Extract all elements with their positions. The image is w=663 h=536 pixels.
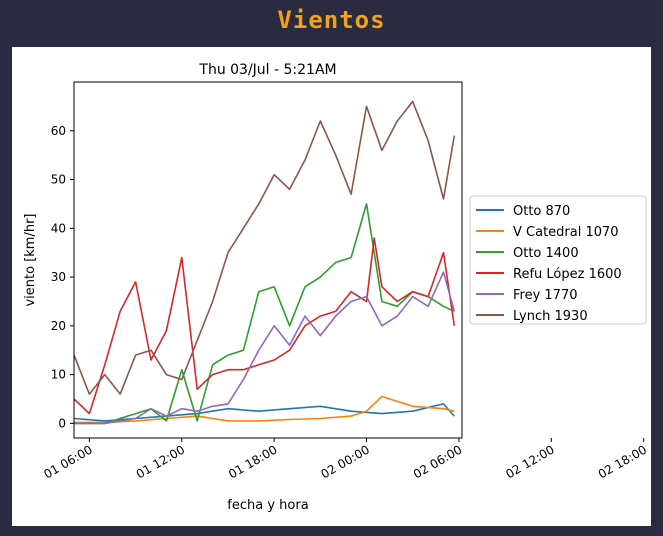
legend-entry: V Catedral 1070	[513, 225, 619, 240]
wind-chart: Thu 03/Jul - 5:21AM 0 10 20 30 40 50 60 01 06:0…	[23, 62, 649, 513]
y-tick-label: 20	[51, 319, 66, 333]
x-tick-label: 02 18:00	[596, 442, 649, 481]
legend-entry: Refu López 1600	[513, 267, 622, 282]
series-line	[73, 403, 455, 422]
y-tick-label: 50	[51, 173, 66, 187]
y-tick-label: 40	[51, 221, 66, 235]
series-line	[74, 271, 456, 425]
legend-entry: Otto 870	[513, 204, 570, 219]
y-tick-label: 0	[58, 416, 66, 430]
x-axis-label: fecha y hora	[227, 498, 308, 513]
series-line	[73, 237, 456, 415]
chart-title: Thu 03/Jul - 5:21AM	[198, 62, 336, 78]
legend-entry: Otto 1400	[513, 246, 579, 261]
page-title: Vientos	[277, 6, 386, 34]
legend: Otto 870 V Catedral 1070 Otto 1400 Refu Lóp…	[469, 195, 647, 325]
x-tick-label: 02 06:00	[411, 442, 464, 481]
series-line	[74, 203, 455, 425]
legend-entry: Frey 1770	[513, 288, 578, 303]
x-tick-label: 01 06:00	[41, 442, 94, 481]
x-tick-label: 02 00:00	[319, 442, 372, 481]
x-tick-label: 01 18:00	[226, 442, 279, 481]
chart-panel: Thu 03/Jul - 5:21AM 0 10 20 30 40 50 60 01 06:0…	[12, 47, 651, 526]
x-tick-label: 01 12:00	[134, 442, 187, 481]
x-tick-label: 02 12:00	[503, 442, 556, 481]
plot-frame	[73, 81, 463, 439]
legend-entry: Lynch 1930	[513, 309, 588, 324]
series-line	[73, 100, 456, 395]
y-axis-label: viento [km/hr]	[23, 213, 38, 306]
legend-box	[469, 195, 647, 325]
y-tick-label: 30	[51, 270, 66, 284]
y-tick-label: 60	[51, 124, 66, 138]
series-line	[74, 395, 455, 424]
y-tick-label: 10	[51, 368, 66, 382]
